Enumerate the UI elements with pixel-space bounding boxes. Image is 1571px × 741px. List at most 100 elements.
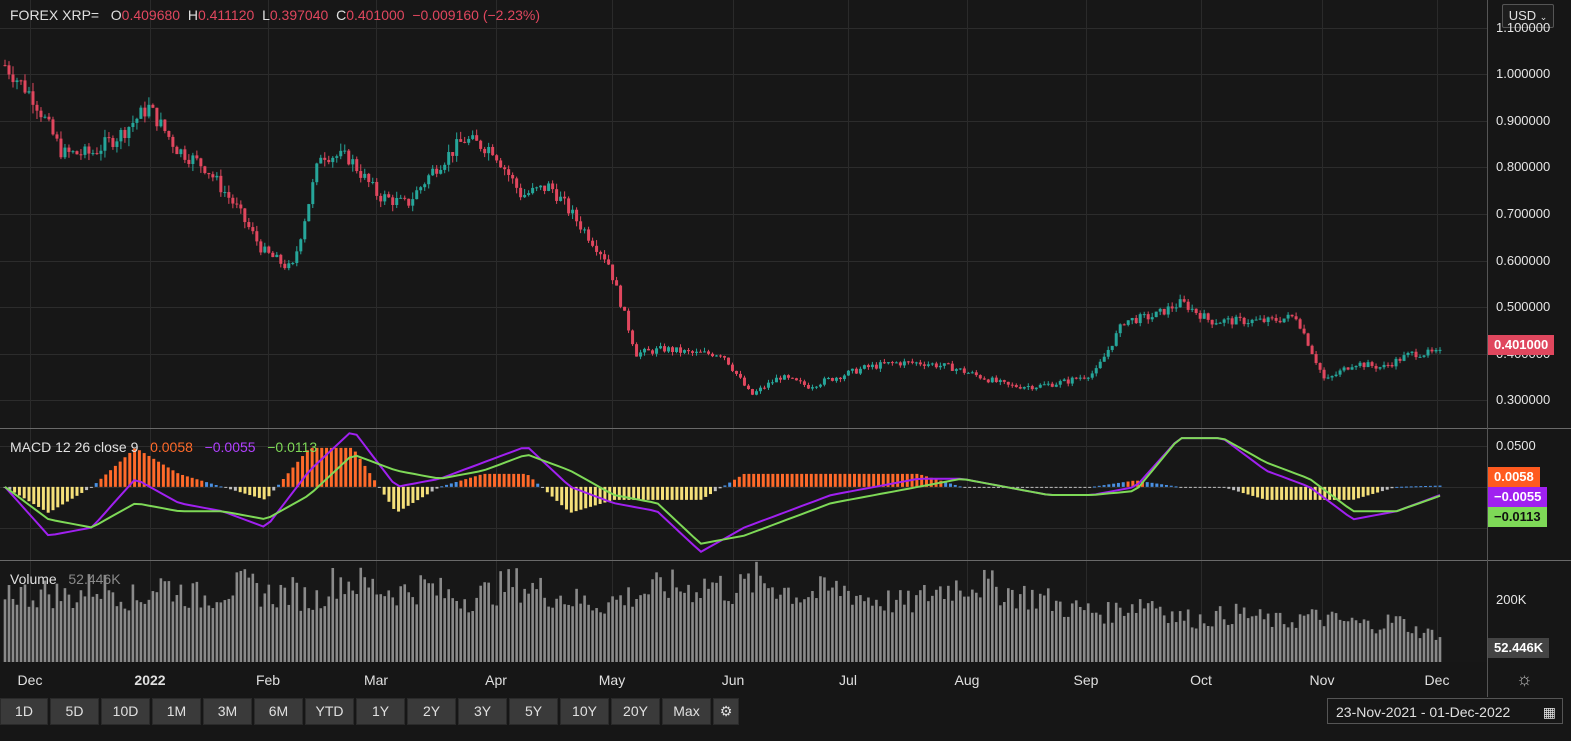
x-tick-label: 2022	[134, 672, 166, 688]
volume-bar	[307, 608, 311, 662]
volume-bar	[1294, 627, 1298, 662]
macd-histogram-bar	[891, 473, 895, 487]
macd-histogram-bar	[584, 486, 588, 509]
timeframe-1m-button[interactable]: 1M	[152, 698, 201, 725]
volume-bar	[1190, 627, 1194, 662]
gridline	[848, 0, 849, 662]
candle	[782, 375, 786, 380]
date-range-picker[interactable]: 23-Nov-2021 - 01-Dec-2022 ▦	[1327, 698, 1563, 724]
volume-bar	[1046, 588, 1050, 662]
candle	[1218, 322, 1222, 324]
volume-bar	[883, 610, 886, 662]
macd-histogram-bar	[1049, 486, 1053, 488]
macd-histogram-bar	[944, 482, 948, 487]
candle	[575, 209, 579, 222]
timeframe-10d-button[interactable]: 10D	[101, 698, 150, 725]
currency-select[interactable]: USD ⌄	[1502, 4, 1554, 28]
volume-bar	[327, 596, 331, 662]
macd-histogram-bar	[718, 486, 722, 489]
macd-histogram-bar	[176, 473, 180, 487]
volume-bar	[799, 602, 802, 662]
chart-canvas[interactable]	[0, 0, 1487, 662]
volume-bar	[171, 601, 175, 662]
gridline	[1201, 0, 1202, 662]
macd-histogram-bar	[358, 458, 362, 487]
volume-bar	[527, 593, 530, 662]
volume-bar	[887, 590, 890, 662]
macd-histogram-bar	[1145, 482, 1149, 487]
macd-histogram-bar	[1102, 485, 1106, 487]
macd-histogram-bar	[305, 450, 309, 487]
candle	[1214, 323, 1218, 325]
volume-bar	[315, 590, 319, 662]
candle	[435, 168, 439, 174]
volume-bar	[1350, 617, 1354, 662]
pane-separator[interactable]	[0, 428, 1571, 429]
volume-bar	[1014, 608, 1018, 662]
volume-bar	[331, 567, 335, 662]
volume-bar	[1258, 609, 1262, 662]
candle	[1322, 369, 1326, 379]
timeframe-6m-button[interactable]: 6M	[254, 698, 303, 725]
macd-histogram-bar	[1193, 486, 1197, 488]
timeframe-10y-button[interactable]: 10Y	[560, 698, 609, 725]
candle	[1274, 317, 1278, 321]
timeframe-5y-button[interactable]: 5Y	[509, 698, 558, 725]
candle	[31, 91, 35, 105]
macd-histogram-bar	[243, 486, 247, 494]
candle	[1186, 301, 1190, 310]
volume-bar	[475, 597, 478, 662]
timeframe-1d-button[interactable]: 1D	[0, 698, 48, 725]
volume-bar	[163, 581, 167, 662]
macd-histogram-bar	[809, 473, 813, 487]
gear-icon[interactable]: ⚙	[713, 698, 739, 725]
timeframe-5d-button[interactable]: 5D	[50, 698, 99, 725]
pane-separator[interactable]	[0, 560, 1571, 561]
macd-histogram-bar	[1179, 486, 1183, 488]
volume-bar	[391, 597, 395, 662]
signal-line	[4, 437, 1441, 545]
macd-histogram-bar	[929, 477, 933, 487]
macd-histogram-bar	[1433, 485, 1437, 487]
timeframe-max-button[interactable]: Max	[662, 698, 711, 725]
y-tick-label: 0.500000	[1496, 299, 1551, 315]
volume-bar	[835, 580, 838, 662]
volume-bar	[347, 581, 351, 662]
macd-histogram-bar	[953, 484, 957, 487]
candle	[531, 187, 535, 194]
volume-bar	[683, 592, 686, 662]
timeframe-2y-button[interactable]: 2Y	[407, 698, 456, 725]
volume-bar	[179, 584, 183, 662]
volume-bar	[167, 581, 171, 662]
volume-bar	[1366, 620, 1370, 662]
macd-histogram-bar	[459, 480, 463, 487]
macd-histogram-bar	[512, 473, 516, 487]
macd-histogram-bar	[406, 486, 410, 506]
timeframe-3y-button[interactable]: 3Y	[458, 698, 507, 725]
volume-bar	[1338, 619, 1342, 662]
timeframe-3m-button[interactable]: 3M	[203, 698, 252, 725]
macd-histogram-bar	[1040, 486, 1044, 488]
volume-bar	[343, 594, 347, 662]
macd-histogram-bar	[152, 458, 156, 487]
timeframe-20y-button[interactable]: 20Y	[611, 698, 660, 725]
candle	[754, 391, 758, 395]
macd-histogram-bar	[896, 473, 900, 487]
timeframe-ytd-button[interactable]: YTD	[305, 698, 354, 725]
volume-bar	[435, 595, 438, 662]
timeframe-1y-button[interactable]: 1Y	[356, 698, 405, 725]
candle	[1146, 314, 1150, 320]
macd-histogram-bar	[1198, 486, 1202, 488]
calendar-icon[interactable]: ▦	[1542, 704, 1556, 720]
macd-histogram-bar	[1107, 484, 1111, 487]
candle	[115, 141, 119, 147]
macd-histogram-bar	[598, 486, 602, 504]
volume-bar	[143, 603, 147, 662]
sun-settings-icon[interactable]: ☼	[1516, 669, 1533, 689]
volume-bar	[311, 609, 315, 662]
volume-bar	[899, 590, 902, 662]
y-tick-label: 0.800000	[1496, 159, 1551, 175]
candle	[1206, 313, 1210, 320]
candle	[643, 348, 647, 353]
macd-histogram-bar	[488, 473, 492, 487]
